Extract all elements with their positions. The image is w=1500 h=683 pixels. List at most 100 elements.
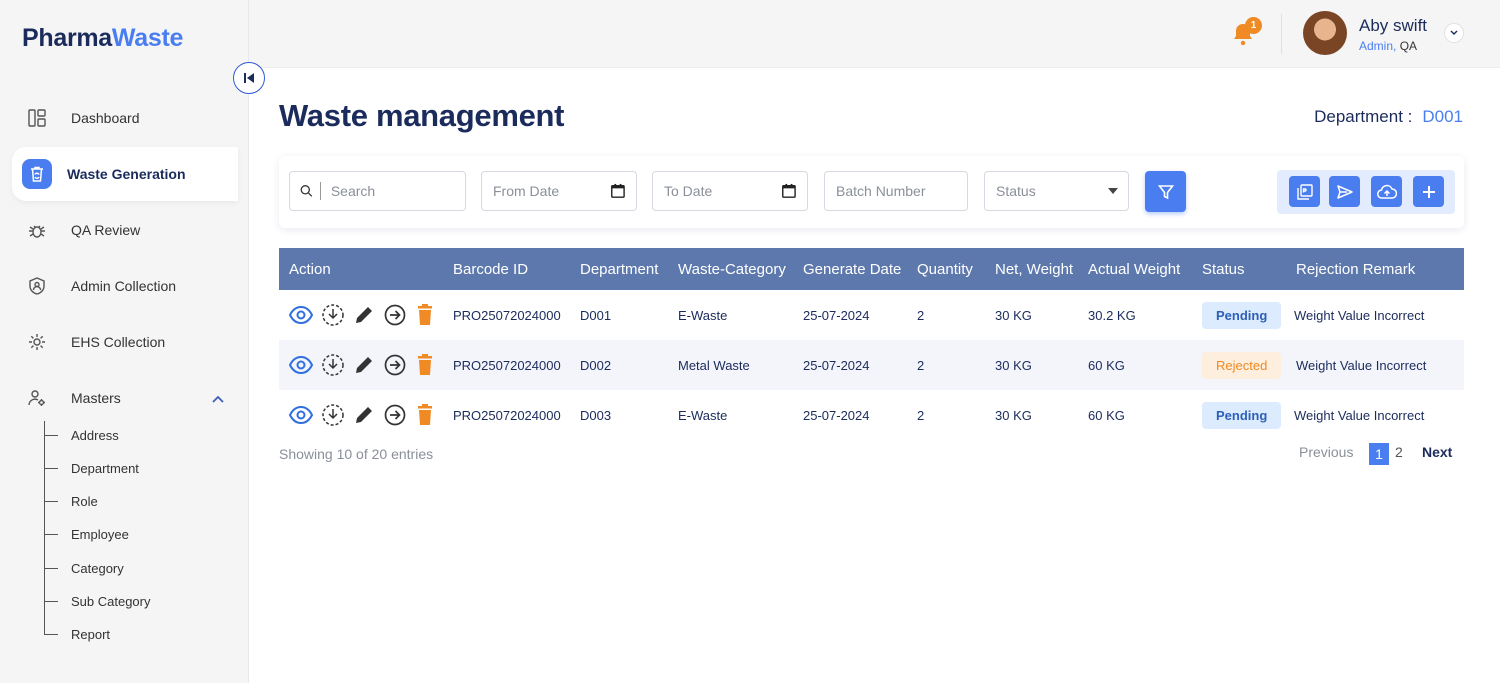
sidebar-subitem-address[interactable]: Address: [44, 425, 119, 445]
user-role-primary: Admin,: [1359, 39, 1397, 53]
view-eye-icon[interactable]: [289, 403, 313, 427]
cell-remark: Weight Value Incorrect: [1294, 408, 1425, 423]
caret-down-icon: [1108, 188, 1118, 194]
collapse-sidebar-button[interactable]: [233, 62, 265, 94]
gear-user-icon: [26, 331, 48, 353]
download-circle-icon[interactable]: [321, 303, 345, 327]
filter-icon: [1157, 184, 1174, 199]
department-label: Department :: [1314, 107, 1413, 126]
forward-circle-icon[interactable]: [383, 303, 407, 327]
table-header: Action Barcode ID Department Waste-Categ…: [279, 248, 1464, 290]
column-header-waste-category: Waste-Category: [678, 261, 786, 278]
table-row: PRO25072024000 D002 Metal Waste 25-07-20…: [279, 340, 1464, 390]
to-date-field[interactable]: [652, 171, 808, 211]
filter-bar: Status: [279, 156, 1464, 228]
sidebar-item-qa-review[interactable]: QA Review: [12, 203, 238, 257]
cell-date: 25-07-2024: [803, 308, 870, 323]
from-date-input[interactable]: [493, 183, 611, 199]
delete-trash-icon[interactable]: [415, 404, 435, 426]
status-select[interactable]: Status: [984, 171, 1129, 211]
calendar-icon[interactable]: [610, 182, 626, 200]
brand-text-accent: Waste: [111, 24, 184, 52]
pdf-export-button[interactable]: [1289, 176, 1320, 207]
upload-button[interactable]: [1371, 176, 1402, 207]
user-menu-chevron-icon[interactable]: [1444, 23, 1464, 43]
divider: [1281, 14, 1282, 54]
from-date-field[interactable]: [481, 171, 637, 211]
view-eye-icon[interactable]: [289, 353, 313, 377]
column-header-net-weight: Net, Weight: [995, 261, 1074, 278]
department-value: D001: [1422, 107, 1463, 126]
download-circle-icon[interactable]: [321, 403, 345, 427]
search-input[interactable]: [330, 183, 465, 199]
download-circle-icon[interactable]: [321, 353, 345, 377]
avatar[interactable]: [1303, 11, 1347, 55]
search-box[interactable]: [289, 171, 466, 211]
collapse-left-icon: [244, 73, 254, 83]
cell-net-weight: 30 KG: [995, 408, 1032, 423]
table-row: PRO25072024000 D003 E-Waste 25-07-2024 2…: [279, 390, 1464, 440]
status-select-placeholder: Status: [996, 183, 1036, 199]
edit-pencil-icon[interactable]: [353, 404, 375, 426]
plus-icon: [1422, 185, 1435, 198]
cell-quantity: 2: [917, 308, 925, 323]
sidebar-item-waste-generation[interactable]: Waste Generation: [12, 147, 238, 201]
sidebar-subitem-employee[interactable]: Employee: [44, 524, 129, 544]
user-name: Aby swift: [1359, 16, 1428, 35]
edit-pencil-icon[interactable]: [353, 304, 375, 326]
add-button[interactable]: [1413, 176, 1444, 207]
cell-department: D003: [580, 408, 612, 423]
subitem-label: Department: [71, 460, 139, 476]
forward-circle-icon[interactable]: [383, 353, 407, 377]
pagination-previous[interactable]: Previous: [1299, 444, 1354, 460]
pagination-next[interactable]: Next: [1422, 444, 1453, 460]
cell-date: 25-07-2024: [803, 408, 870, 423]
cell-barcode: PRO25072024000: [453, 358, 561, 373]
calendar-icon[interactable]: [781, 182, 797, 200]
sidebar-item-label: Waste Generation: [67, 166, 186, 182]
cell-remark: Weight Value Incorrect: [1296, 358, 1427, 373]
delete-trash-icon[interactable]: [415, 304, 435, 326]
sidebar-subitem-report[interactable]: Report: [44, 624, 110, 644]
pagination-page-2[interactable]: 2: [1395, 444, 1403, 460]
edit-pencil-icon[interactable]: [353, 354, 375, 376]
view-eye-icon[interactable]: [289, 303, 313, 327]
brand-logo[interactable]: PharmaWaste: [22, 24, 183, 53]
page-title: Waste management: [279, 98, 565, 133]
cell-remark: Weight Value Incorrect: [1294, 308, 1425, 323]
column-header-status: Status: [1202, 261, 1245, 278]
column-header-rejection-remark: Rejection Remark: [1296, 261, 1416, 278]
send-button[interactable]: [1329, 176, 1360, 207]
cell-quantity: 2: [917, 408, 925, 423]
subitem-label: Category: [71, 560, 124, 576]
delete-trash-icon[interactable]: [415, 354, 435, 376]
sidebar-item-label: Masters: [71, 390, 121, 406]
sidebar-subitem-role[interactable]: Role: [44, 491, 98, 511]
sidebar-subitem-sub-category[interactable]: Sub Category: [44, 591, 151, 611]
forward-circle-icon[interactable]: [383, 403, 407, 427]
bug-icon: [26, 219, 48, 241]
sidebar-item-dashboard[interactable]: Dashboard: [12, 91, 238, 145]
sidebar-item-admin-collection[interactable]: Admin Collection: [12, 259, 238, 313]
cell-net-weight: 30 KG: [995, 358, 1032, 373]
sidebar-subitem-category[interactable]: Category: [44, 558, 124, 578]
batch-number-field[interactable]: [824, 171, 968, 211]
cell-date: 25-07-2024: [803, 358, 870, 373]
subitem-label: Sub Category: [71, 593, 151, 609]
chevron-up-icon[interactable]: [212, 390, 224, 406]
shield-user-icon: [26, 275, 48, 297]
apply-filter-button[interactable]: [1145, 171, 1186, 212]
user-role: Admin, QA: [1359, 39, 1417, 53]
cell-barcode: PRO25072024000: [453, 408, 561, 423]
subitem-label: Address: [71, 427, 119, 443]
to-date-input[interactable]: [664, 183, 782, 199]
cell-category: Metal Waste: [678, 358, 750, 373]
cell-net-weight: 30 KG: [995, 308, 1032, 323]
sidebar-subitem-department[interactable]: Department: [44, 458, 139, 478]
batch-number-input[interactable]: [836, 183, 967, 199]
sidebar-item-ehs-collection[interactable]: EHS Collection: [12, 315, 238, 369]
department-indicator: Department : D001: [1314, 107, 1463, 127]
pagination-page-1[interactable]: 1: [1369, 443, 1389, 465]
status-badge: Pending: [1202, 402, 1282, 429]
sidebar-item-masters[interactable]: Masters: [12, 371, 238, 425]
